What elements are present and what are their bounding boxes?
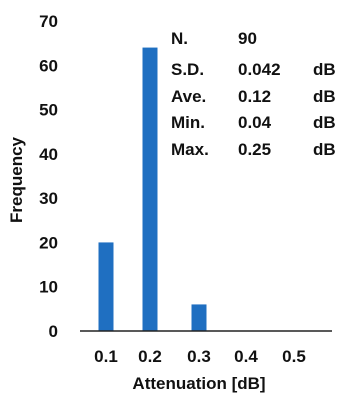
- y-tick-label: 20: [39, 233, 58, 252]
- stat-value: 90: [238, 29, 257, 48]
- bars: [98, 47, 207, 331]
- stat-unit: dB: [313, 140, 336, 159]
- stat-label: Min.: [171, 113, 205, 132]
- x-axis-label: Attenuation [dB]: [132, 374, 265, 393]
- stat-value: 0.042: [238, 60, 281, 79]
- y-tick-label: 60: [39, 56, 58, 75]
- stat-value: 0.25: [238, 140, 271, 159]
- y-tick-label: 10: [39, 278, 58, 297]
- x-tick-label: 0.2: [138, 347, 162, 366]
- x-tick-label: 0.5: [282, 347, 306, 366]
- x-tick-labels: 0.1 0.2 0.3 0.4 0.5: [94, 347, 306, 366]
- y-tick-label: 40: [39, 145, 58, 164]
- x-tick-label: 0.3: [187, 347, 211, 366]
- x-tick-label: 0.1: [94, 347, 118, 366]
- stat-value: 0.12: [238, 87, 271, 106]
- stat-unit: dB: [313, 113, 336, 132]
- y-tick-label: 0: [49, 322, 58, 341]
- bar-0.2: [142, 47, 158, 331]
- y-tick-label: 50: [39, 101, 58, 120]
- stat-label: S.D.: [171, 60, 204, 79]
- stat-unit: dB: [313, 87, 336, 106]
- bar-0.3: [191, 304, 207, 331]
- y-axis-label: Frequency: [7, 136, 26, 223]
- y-tick-label: 70: [39, 12, 58, 31]
- stat-label: N.: [171, 29, 188, 48]
- stat-value: 0.04: [238, 113, 272, 132]
- stat-label: Ave.: [171, 87, 206, 106]
- stat-unit: dB: [313, 60, 336, 79]
- statistics-box: N. 90 S.D. 0.042 dB Ave. 0.12 dB Min. 0.04 dB Max. 0…: [171, 29, 336, 159]
- bar-0.1: [98, 242, 114, 331]
- y-tick-label: 30: [39, 189, 58, 208]
- y-tick-labels: 0 10 20 30 40 50 60 70: [39, 12, 58, 341]
- stat-label: Max.: [171, 140, 209, 159]
- x-tick-label: 0.4: [234, 347, 258, 366]
